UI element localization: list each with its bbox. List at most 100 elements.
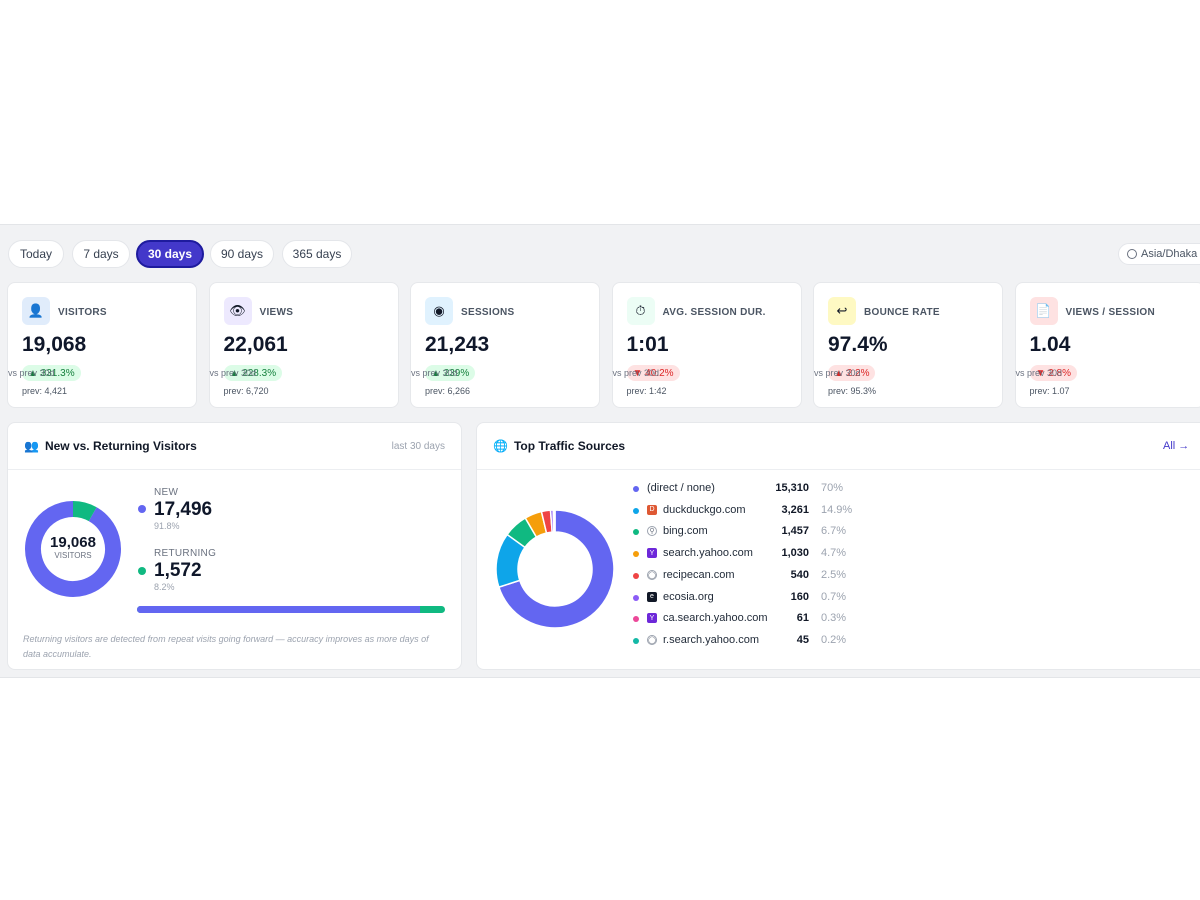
source-name: duckduckgo.com — [663, 503, 746, 516]
range-30-days-button[interactable]: 30 days — [136, 240, 204, 268]
users-icon: 👥 — [24, 439, 39, 453]
stat-value: 22,061 — [223, 333, 288, 356]
eye-icon: 👁 — [223, 297, 252, 325]
panel-header: 👥 New vs. Returning Visitors last 30 day… — [8, 423, 461, 470]
previous-value: prev: 6,720 — [223, 386, 269, 396]
clock-icon — [1127, 249, 1137, 259]
timezone-label: Asia/Dhaka — [1141, 248, 1198, 260]
donut-total: 19,068 — [50, 534, 96, 551]
new-label: NEW — [154, 487, 179, 498]
timezone-selector[interactable]: Asia/Dhaka — [1118, 243, 1200, 265]
source-name: search.yahoo.com — [663, 547, 753, 560]
stat-card-bounce-rate: ↩ BOUNCE RATE 97.4% ▲ 2.2% vs prev 30d prev: … — [813, 282, 1003, 408]
compare-label: vs prev 30d — [814, 368, 861, 378]
source-row[interactable]: ⚲ bing.com 1,457 6.7% — [633, 523, 873, 543]
source-count: 61 — [796, 612, 809, 625]
panel-title: 🌐 Top Traffic Sources — [493, 439, 626, 453]
stat-card-sessions: ◉ SESSIONS 21,243 ▲ 239% vs prev 30d prev: 6,… — [410, 282, 600, 408]
source-percent: 14.9% — [821, 503, 853, 516]
source-percent: 0.7% — [821, 590, 847, 603]
stat-card-views-session: 📄 VIEWS / SESSION 1.04 ▼ 2.8% vs prev 30d pre… — [1014, 282, 1200, 408]
source-row[interactable]: (direct / none) 15,310 70% — [633, 480, 873, 500]
range-90-days-button[interactable]: 90 days — [210, 240, 274, 268]
period-label: last 30 days — [391, 441, 445, 452]
source-percent: 0.2% — [821, 633, 847, 646]
range-7-days-button[interactable]: 7 days — [72, 240, 130, 268]
visitors-donut — [25, 501, 121, 597]
stat-card-visitors: 👤 VISITORS 19,068 ▲ 331.3% vs prev 30d prev: … — [7, 282, 197, 408]
new-percent: 91.8% — [154, 521, 180, 531]
source-row[interactable]: ◯ recipecan.com 540 2.5% — [633, 567, 873, 587]
source-color-dot — [633, 594, 639, 601]
source-name: bing.com — [663, 525, 708, 538]
source-row[interactable]: e ecosia.org 160 0.7% — [633, 589, 873, 609]
sessions-icon: ◉ — [425, 297, 453, 325]
split-bar — [137, 606, 445, 613]
source-count: 540 — [790, 568, 809, 581]
compare-label: vs prev 30d — [1015, 368, 1063, 378]
change-badge: ▲ 228.3% — [223, 365, 283, 381]
stat-label: BOUNCE RATE — [864, 307, 940, 318]
stat-card-views: 👁 VIEWS 22,061 ▲ 228.3% vs prev 30d prev: 6,7… — [208, 282, 399, 408]
source-count: 15,310 — [775, 482, 809, 494]
donut-returning-segment — [25, 501, 121, 597]
stat-label: SESSIONS — [461, 307, 515, 318]
source-name: (direct / none) — [647, 482, 715, 494]
source-color-dot — [633, 486, 639, 492]
return-arrow-icon: ↩ — [828, 297, 856, 325]
source-count: 1,030 — [781, 547, 809, 560]
change-badge: ▼ 40.2% — [626, 365, 680, 381]
source-count: 45 — [796, 633, 809, 646]
sources-donut — [495, 509, 615, 629]
source-count: 3,261 — [781, 503, 809, 516]
source-percent: 2.5% — [821, 568, 847, 581]
document-icon: 📄 — [1029, 297, 1058, 325]
change-badge: ▼ 2.8% — [1029, 365, 1077, 381]
donut-slice — [553, 509, 556, 533]
panel-title: 👥 New vs. Returning Visitors — [24, 439, 197, 453]
range-today-button[interactable]: Today — [8, 240, 64, 268]
source-count: 160 — [790, 590, 809, 603]
previous-value: prev: 95.3% — [828, 386, 877, 396]
globe-icon: ◯ — [647, 634, 657, 645]
returning-note: Returning visitors are detected from rep… — [23, 634, 429, 659]
change-badge: ▲ 331.3% — [22, 365, 81, 381]
source-row[interactable]: ◯ r.search.yahoo.com 45 0.2% — [633, 632, 873, 652]
source-name: r.search.yahoo.com — [663, 633, 759, 646]
source-color-dot — [633, 572, 639, 579]
donut-slice — [497, 509, 615, 629]
panel-header: 🌐 Top Traffic Sources All → — [477, 423, 1200, 470]
compare-label: vs prev 30d — [209, 368, 257, 378]
stat-value: 19,068 — [22, 333, 87, 356]
user-icon: 👤 — [22, 297, 50, 325]
source-name: recipecan.com — [663, 568, 735, 581]
top-sources-panel: 🌐 Top Traffic Sources All → (direct / no… — [476, 422, 1200, 670]
source-count: 1,457 — [781, 525, 809, 538]
new-vs-returning-panel: 👥 New vs. Returning Visitors last 30 day… — [7, 422, 462, 670]
stat-value: 1.04 — [1029, 333, 1071, 356]
previous-value: prev: 6,266 — [425, 386, 471, 396]
stat-value: 1:01 — [626, 333, 669, 356]
globe-icon: 🌐 — [493, 439, 508, 453]
source-name: ecosia.org — [663, 590, 714, 603]
duckduckgo-icon: D — [647, 504, 657, 515]
search-icon: ⚲ — [647, 526, 657, 537]
new-value: 17,496 — [154, 499, 213, 520]
change-badge: ▲ 2.2% — [828, 365, 876, 381]
returning-label: RETURNING — [154, 548, 217, 559]
stat-label: VIEWS — [259, 307, 294, 318]
stat-label: VIEWS / SESSION — [1065, 307, 1156, 318]
stopwatch-icon: ⏱ — [626, 297, 655, 325]
previous-value: prev: 1:42 — [626, 386, 667, 396]
all-sources-link[interactable]: All → — [1163, 440, 1190, 452]
range-365-days-button[interactable]: 365 days — [282, 240, 352, 268]
source-color-dot — [633, 637, 639, 644]
yahoo-icon: Y — [647, 548, 657, 559]
donut-total-label: VISITORS — [54, 551, 92, 560]
new-dot — [138, 505, 146, 513]
source-percent: 70% — [821, 482, 844, 494]
previous-value: prev: 1.07 — [1029, 386, 1070, 396]
